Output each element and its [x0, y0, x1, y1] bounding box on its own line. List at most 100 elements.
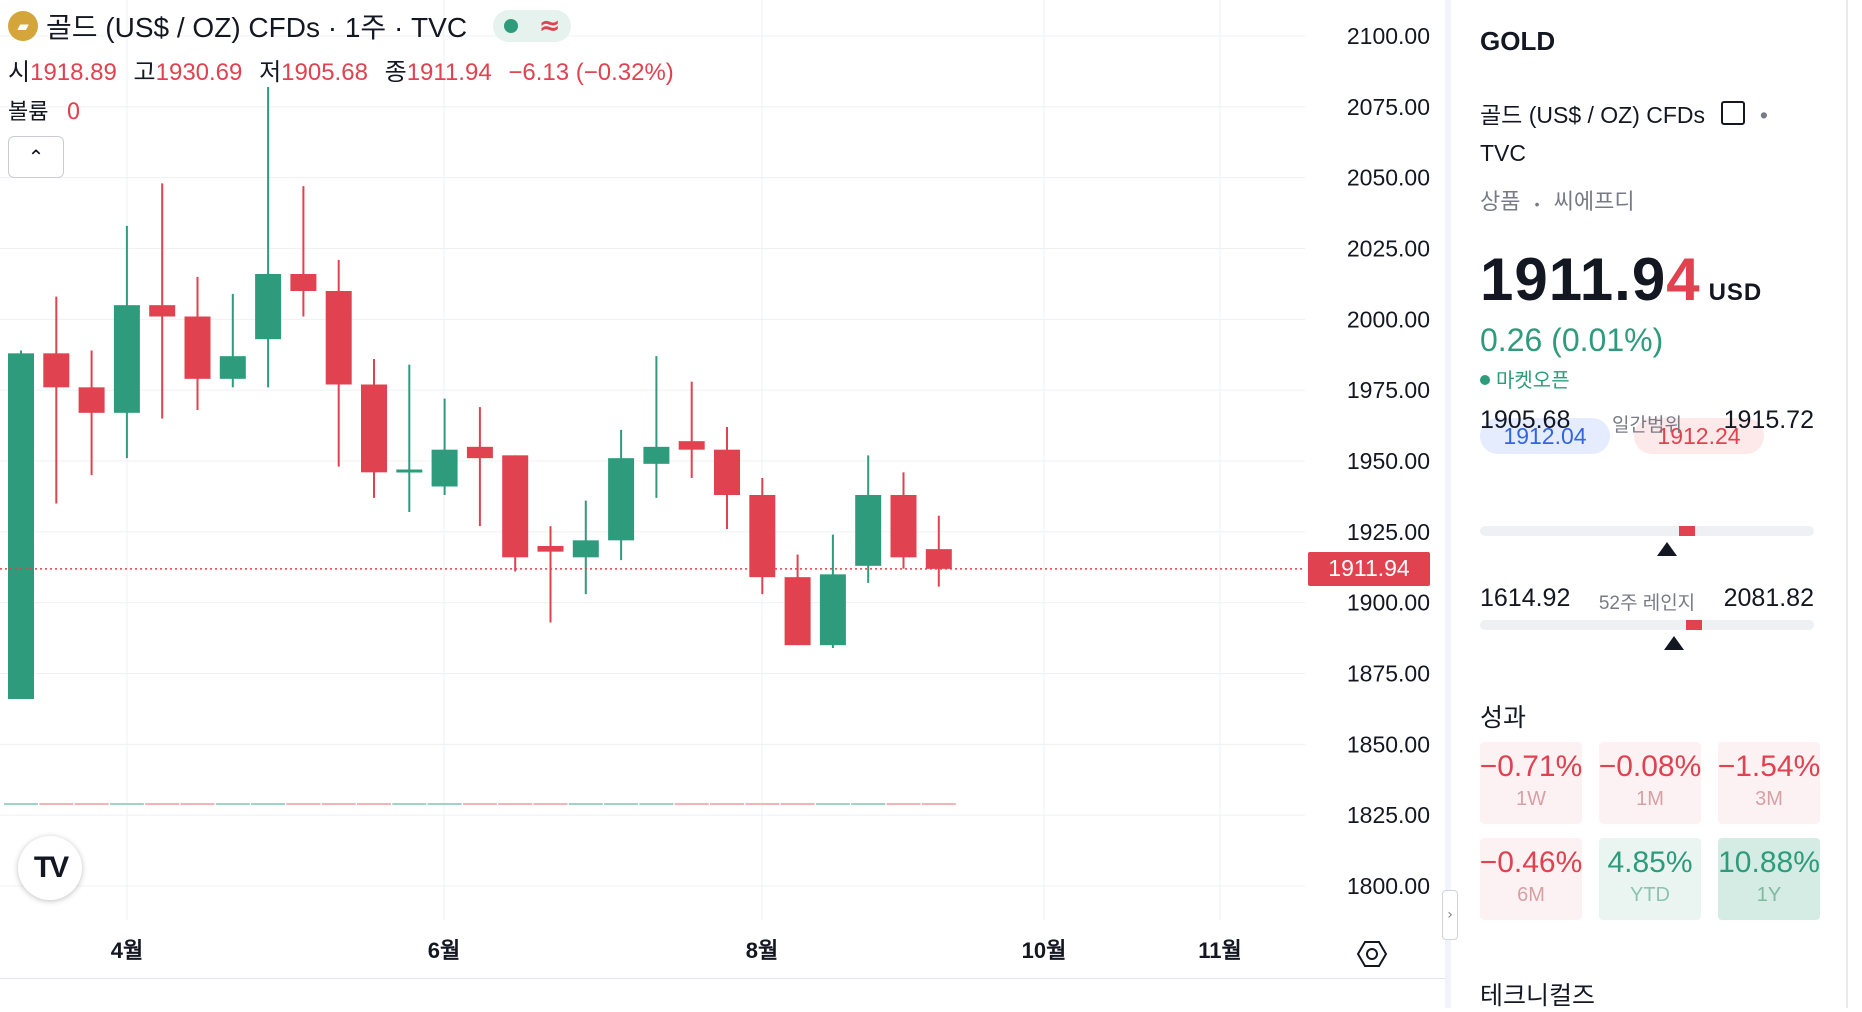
symbol-ticker[interactable]: GOLD — [1480, 26, 1556, 56]
external-link-icon[interactable] — [1721, 101, 1746, 125]
side-panel-toggle[interactable]: › — [1442, 890, 1458, 940]
change-value: −6.13 (−0.32%) — [508, 59, 674, 86]
day-range-marker-icon — [1657, 542, 1678, 556]
candle-body — [608, 458, 635, 541]
candle-body — [537, 546, 564, 552]
price-last-digit: 4 — [1666, 246, 1701, 313]
volume-row: 볼륨 0 — [8, 94, 684, 126]
high-value: 1930.69 — [155, 59, 243, 86]
day-range-bar — [1480, 526, 1814, 536]
week52-label: 52주 레인지 — [1598, 593, 1696, 614]
y-tick-label: 1975.00 — [1347, 377, 1430, 403]
performance-cell-6m[interactable]: −0.46% 6M — [1480, 838, 1582, 920]
y-tick-label: 2025.00 — [1347, 236, 1430, 262]
x-tick-label: 4월 — [111, 938, 143, 963]
candle-body — [219, 356, 246, 379]
performance-cell-ytd[interactable]: 4.85% YTD — [1599, 838, 1701, 920]
performance-value: 4.85% — [1607, 846, 1693, 879]
low-label: 저 — [259, 59, 282, 86]
candle-body — [255, 274, 282, 340]
y-tick-label: 1875.00 — [1347, 661, 1430, 687]
settings-icon[interactable] — [1356, 938, 1388, 970]
market-status-pill[interactable]: ≈ — [493, 10, 572, 42]
collapse-legend-button[interactable]: ⌃ — [8, 136, 64, 178]
y-tick-label: 1950.00 — [1347, 448, 1430, 474]
type-label: 상품 — [1480, 189, 1521, 214]
candle-body — [8, 353, 34, 699]
market-status[interactable]: 마켓오픈 — [1480, 364, 1570, 393]
performance-title: 성과 — [1480, 704, 1527, 732]
candle-body — [678, 441, 705, 450]
exchange-name[interactable]: TVC — [1480, 140, 1526, 166]
last-price-tag: 1911.94 — [1308, 551, 1430, 586]
candlestick-chart[interactable]: 2100.00 2075.00 2050.00 2025.00 2000.00 1975.… — [0, 0, 1445, 985]
performance-period: 3M — [1755, 788, 1783, 810]
candle-body — [502, 455, 529, 558]
candle-body — [184, 316, 211, 379]
y-tick-label: 2050.00 — [1347, 165, 1430, 191]
candle-body — [361, 384, 387, 473]
ask-price: 1912.24 — [1634, 418, 1764, 454]
gold-bars-icon: ▰ — [8, 11, 38, 41]
day-range-low: 1905.68 — [1480, 406, 1571, 434]
data-delay-icon: ≈ — [538, 11, 561, 41]
chart-area[interactable]: 2100.00 2075.00 2050.00 2025.00 2000.00 1975.… — [0, 0, 1445, 985]
performance-period: 1M — [1636, 788, 1664, 810]
y-tick-label: 1825.00 — [1347, 802, 1430, 828]
candle-body — [643, 446, 670, 464]
symbol-title[interactable]: 골드 (US$ / OZ) CFDs · 1주 · TVC — [46, 12, 468, 43]
performance-cell-1y[interactable]: 10.88% 1Y — [1718, 838, 1820, 920]
week52-range-fill — [1685, 620, 1702, 630]
symbol-type: 상품 • 씨에프디 — [1480, 184, 1635, 216]
candle-body — [784, 577, 811, 646]
performance-value: 10.88% — [1718, 846, 1820, 879]
performance-period: 6M — [1517, 884, 1545, 906]
performance-period: YTD — [1630, 884, 1670, 906]
candle-body — [466, 446, 493, 459]
week52-low: 1614.92 — [1480, 584, 1571, 612]
x-tick-label: 8월 — [746, 938, 778, 963]
y-tick-label: 1925.00 — [1347, 519, 1430, 545]
candle-body — [925, 549, 952, 569]
symbol-name[interactable]: 골드 (US$ / OZ) CFDs — [1480, 102, 1706, 128]
volume-label: 볼륨 — [8, 100, 49, 125]
performance-cell-1w[interactable]: −0.71% 1W — [1480, 742, 1582, 824]
performance-value: −0.71% — [1479, 750, 1583, 783]
performance-cell-3m[interactable]: −1.54% 3M — [1718, 742, 1820, 824]
panel-edge — [1846, 0, 1848, 1008]
candle-body — [43, 353, 70, 388]
week52-range-bar — [1480, 620, 1814, 630]
y-tick-label: 2100.00 — [1347, 23, 1430, 49]
performance-cell-1m[interactable]: −0.08% 1M — [1599, 742, 1701, 824]
last-price: 1911.94 USD — [1480, 245, 1762, 314]
panel-divider[interactable] — [1445, 0, 1451, 1008]
price-change: 0.26 (0.01%) — [1480, 322, 1664, 358]
symbol-details-panel: GOLD 골드 (US$ / OZ) CFDs • TVC 상품 • 씨에프디 … — [1452, 0, 1846, 1010]
candle-body — [396, 469, 423, 473]
name-bullet: • — [1759, 102, 1768, 128]
performance-value: −1.54% — [1717, 750, 1821, 783]
day-range-label: 일간범위 — [1612, 415, 1682, 436]
y-tick-label: 1800.00 — [1347, 873, 1430, 899]
close-label: 종 — [384, 59, 407, 86]
symbol-name-row[interactable]: 골드 (US$ / OZ) CFDs • — [1480, 96, 1768, 130]
candle-body — [78, 387, 105, 413]
y-tick-label: 1850.00 — [1347, 731, 1430, 757]
candle-body — [431, 449, 458, 487]
time-axis-border — [0, 978, 1445, 979]
tradingview-logo-icon[interactable]: TV — [18, 836, 82, 900]
candle-body — [290, 274, 317, 291]
high-label: 고 — [133, 59, 156, 86]
performance-period: 1W — [1516, 788, 1546, 810]
candle-body — [819, 574, 846, 646]
candle-body — [113, 305, 140, 413]
candle-body — [714, 449, 740, 495]
bid-price: 1912.04 — [1480, 418, 1610, 454]
type-sub: 씨에프디 — [1553, 189, 1635, 214]
week52-range-marker-icon — [1663, 636, 1684, 650]
chart-legend: ▰ 골드 (US$ / OZ) CFDs · 1주 · TVC ≈ 시1918.… — [8, 8, 684, 178]
technicals-title[interactable]: 테크니컬즈 — [1480, 982, 1596, 1010]
y-tick-label: 2075.00 — [1347, 94, 1430, 120]
x-tick-label: 10월 — [1022, 938, 1067, 963]
y-tick-label: 2000.00 — [1347, 306, 1430, 332]
